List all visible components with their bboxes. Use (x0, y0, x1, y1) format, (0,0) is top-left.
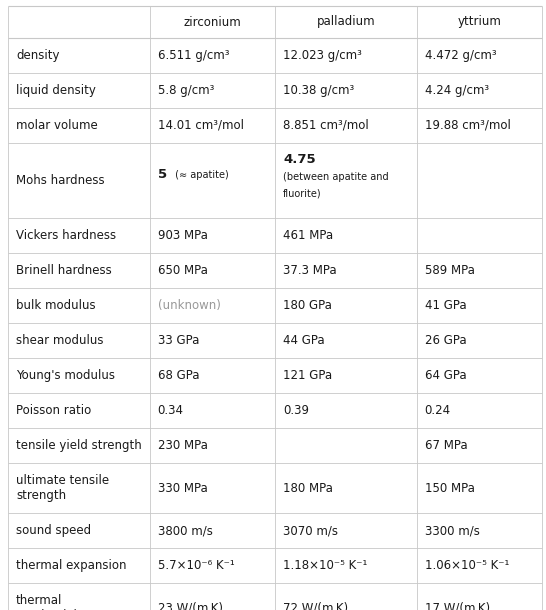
Text: 0.39: 0.39 (283, 404, 309, 417)
Text: (≈ apatite): (≈ apatite) (171, 170, 228, 179)
Text: (between apatite and: (between apatite and (283, 172, 389, 182)
Text: 8.851 cm³/mol: 8.851 cm³/mol (283, 119, 369, 132)
Text: tensile yield strength: tensile yield strength (16, 439, 142, 452)
Text: 10.38 g/cm³: 10.38 g/cm³ (283, 84, 354, 97)
Text: 650 MPa: 650 MPa (157, 264, 207, 277)
Text: fluorite): fluorite) (283, 188, 322, 198)
Text: 3070 m/s: 3070 m/s (283, 524, 338, 537)
Text: molar volume: molar volume (16, 119, 98, 132)
Text: 1.18×10⁻⁵ K⁻¹: 1.18×10⁻⁵ K⁻¹ (283, 559, 367, 572)
Text: 121 GPa: 121 GPa (283, 369, 332, 382)
Text: 180 GPa: 180 GPa (283, 299, 332, 312)
Text: 5: 5 (157, 168, 167, 181)
Text: 17 W/(m K): 17 W/(m K) (424, 601, 490, 610)
Text: 903 MPa: 903 MPa (157, 229, 207, 242)
Text: 23 W/(m K): 23 W/(m K) (157, 601, 223, 610)
Text: 67 MPa: 67 MPa (424, 439, 467, 452)
Text: 19.88 cm³/mol: 19.88 cm³/mol (424, 119, 511, 132)
Text: liquid density: liquid density (16, 84, 96, 97)
Text: 4.472 g/cm³: 4.472 g/cm³ (424, 49, 496, 62)
Text: shear modulus: shear modulus (16, 334, 104, 347)
Text: ultimate tensile: ultimate tensile (16, 474, 109, 487)
Text: 33 GPa: 33 GPa (157, 334, 199, 347)
Text: conductivity: conductivity (16, 609, 88, 610)
Text: density: density (16, 49, 60, 62)
Text: 3300 m/s: 3300 m/s (424, 524, 479, 537)
Text: 330 MPa: 330 MPa (157, 481, 207, 495)
Text: 12.023 g/cm³: 12.023 g/cm³ (283, 49, 362, 62)
Text: 461 MPa: 461 MPa (283, 229, 333, 242)
Text: 26 GPa: 26 GPa (424, 334, 466, 347)
Text: 5.8 g/cm³: 5.8 g/cm³ (157, 84, 214, 97)
Text: palladium: palladium (317, 15, 375, 29)
Text: yttrium: yttrium (458, 15, 501, 29)
Text: 44 GPa: 44 GPa (283, 334, 325, 347)
Text: strength: strength (16, 489, 66, 502)
Text: thermal: thermal (16, 594, 62, 607)
Text: 0.24: 0.24 (424, 404, 450, 417)
Text: 6.511 g/cm³: 6.511 g/cm³ (157, 49, 229, 62)
Text: 4.24 g/cm³: 4.24 g/cm³ (424, 84, 489, 97)
Text: sound speed: sound speed (16, 524, 91, 537)
Text: thermal expansion: thermal expansion (16, 559, 127, 572)
Text: Poisson ratio: Poisson ratio (16, 404, 91, 417)
Text: 68 GPa: 68 GPa (157, 369, 199, 382)
Text: 0.34: 0.34 (157, 404, 183, 417)
Text: 41 GPa: 41 GPa (424, 299, 466, 312)
Text: Brinell hardness: Brinell hardness (16, 264, 112, 277)
Text: 150 MPa: 150 MPa (424, 481, 474, 495)
Text: Mohs hardness: Mohs hardness (16, 174, 105, 187)
Text: 4.75: 4.75 (283, 153, 316, 166)
Text: bulk modulus: bulk modulus (16, 299, 96, 312)
Text: 72 W/(m K): 72 W/(m K) (283, 601, 348, 610)
Text: 64 GPa: 64 GPa (424, 369, 466, 382)
Text: (unknown): (unknown) (157, 299, 221, 312)
Text: zirconium: zirconium (183, 15, 241, 29)
Text: 5.7×10⁻⁶ K⁻¹: 5.7×10⁻⁶ K⁻¹ (157, 559, 234, 572)
Text: 180 MPa: 180 MPa (283, 481, 333, 495)
Text: 589 MPa: 589 MPa (424, 264, 474, 277)
Text: 3800 m/s: 3800 m/s (157, 524, 212, 537)
Text: Young's modulus: Young's modulus (16, 369, 115, 382)
Text: 14.01 cm³/mol: 14.01 cm³/mol (157, 119, 244, 132)
Text: 37.3 MPa: 37.3 MPa (283, 264, 337, 277)
Text: 230 MPa: 230 MPa (157, 439, 207, 452)
Text: Vickers hardness: Vickers hardness (16, 229, 116, 242)
Text: 1.06×10⁻⁵ K⁻¹: 1.06×10⁻⁵ K⁻¹ (424, 559, 509, 572)
